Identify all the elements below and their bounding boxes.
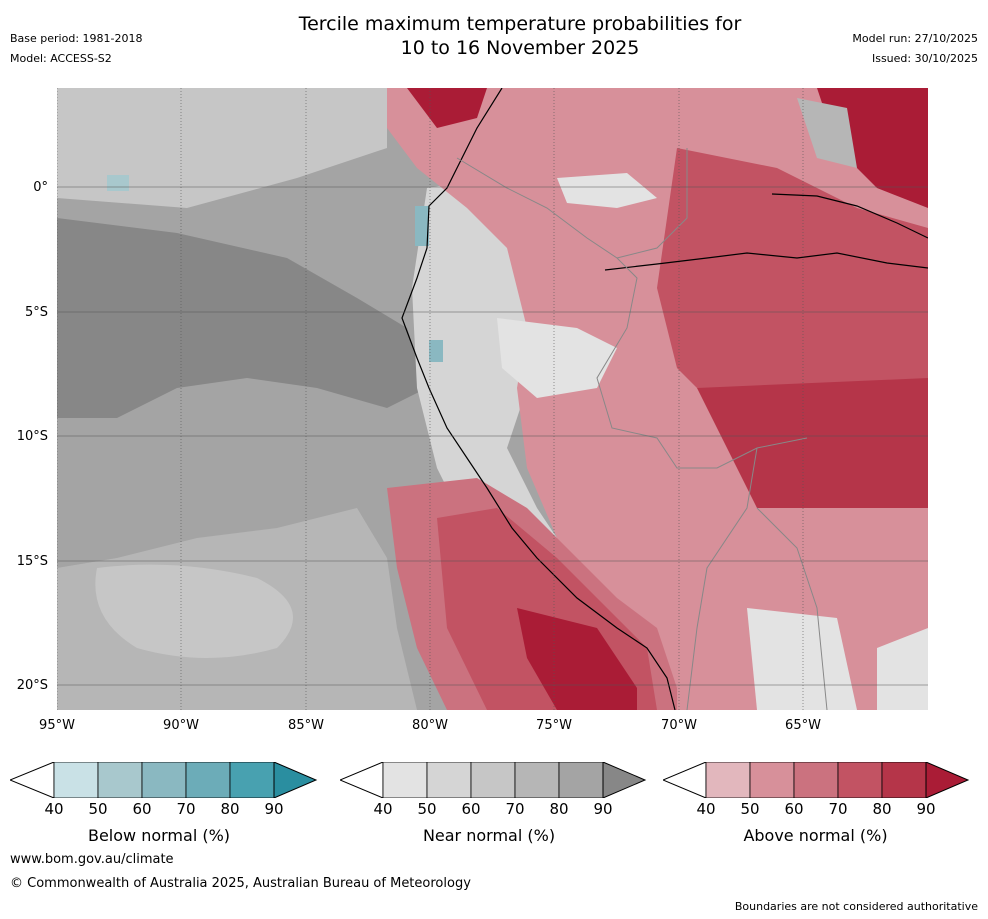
colorbar-below-seg-5 — [229, 762, 275, 798]
colorbar-near-normal — [340, 762, 647, 798]
colorbar-near-extend-left — [340, 762, 384, 798]
colorbar-above-label: Above normal (%) — [743, 826, 888, 845]
lon-tick-65w: 65°W — [785, 718, 821, 733]
cb2-tick-70: 70 — [505, 800, 525, 818]
cb2-tick-80: 80 — [549, 800, 569, 818]
colorbar-below-seg-1 — [53, 762, 99, 798]
above-normal-90-north — [407, 88, 487, 128]
lon-tick-95w: 95°W — [39, 718, 75, 733]
title-line-2: 10 to 16 November 2025 — [400, 37, 640, 59]
near-normal-pocket-far-southeast — [877, 628, 928, 710]
lat-tick-0: 0° — [33, 180, 48, 195]
cb3-tick-40: 40 — [696, 800, 716, 818]
cb3-tick-70: 70 — [828, 800, 848, 818]
base-period-text: Base period: 1981-2018 — [10, 32, 143, 45]
lon-tick-75w: 75°W — [536, 718, 572, 733]
cb3-tick-60: 60 — [784, 800, 804, 818]
graticule — [57, 88, 928, 710]
cb2-tick-60: 60 — [461, 800, 481, 818]
cb3-tick-50: 50 — [740, 800, 760, 818]
colorbar-above-seg-3 — [793, 762, 839, 798]
colorbar-near-seg-4 — [514, 762, 560, 798]
cb2-tick-40: 40 — [373, 800, 393, 818]
ocean-light-grey-north — [57, 88, 387, 208]
above-normal-90-south — [517, 608, 637, 710]
near-normal-pocket-north — [557, 173, 657, 208]
model-run-text: Model run: 27/10/2025 — [852, 32, 978, 45]
coastal-near-normal-strip — [412, 178, 677, 710]
below-normal-patch-galapagos — [107, 175, 129, 191]
colorbar-near-label: Near normal (%) — [422, 826, 556, 845]
probability-map — [57, 88, 928, 710]
colorbar-above-extend-right — [925, 762, 970, 798]
colorbar-below-seg-2 — [97, 762, 143, 798]
near-normal-pocket-southeast — [747, 608, 857, 710]
map-title: Tercile maximum temperature probabilitie… — [0, 12, 988, 60]
lon-tick-85w: 85°W — [288, 718, 324, 733]
colorbar-near-extend-right — [602, 762, 647, 798]
coastline — [401, 88, 676, 710]
disclaimer-text: Boundaries are not considered authoritat… — [734, 900, 978, 913]
cb1-tick-40: 40 — [44, 800, 64, 818]
cb2-tick-90: 90 — [593, 800, 613, 818]
colorbar-near-seg-1 — [382, 762, 428, 798]
amazon-river — [604, 252, 928, 271]
colorbar-below-seg-3 — [141, 762, 187, 798]
colorbar-above-seg-1 — [705, 762, 751, 798]
cb2-tick-50: 50 — [417, 800, 437, 818]
cb3-tick-90: 90 — [916, 800, 936, 818]
lon-tick-80w: 80°W — [412, 718, 448, 733]
colorbar-below-extend-right — [273, 762, 318, 798]
title-line-1: Tercile maximum temperature probabilitie… — [298, 13, 742, 35]
below-normal-patch-peru — [429, 340, 443, 362]
website-link[interactable]: www.bom.gov.au/climate — [10, 852, 174, 867]
cb1-tick-80: 80 — [220, 800, 240, 818]
lon-tick-70w: 70°W — [661, 718, 697, 733]
model-text: Model: ACCESS-S2 — [10, 52, 112, 65]
ocean-light-grey-patch — [95, 564, 293, 658]
copyright-text: © Commonwealth of Australia 2025, Austra… — [10, 876, 471, 891]
lat-tick-20s: 20°S — [16, 678, 48, 693]
colorbar-near-seg-5 — [558, 762, 604, 798]
negro-river — [771, 193, 928, 239]
colorbar-near-seg-3 — [470, 762, 516, 798]
issued-text: Issued: 30/10/2025 — [871, 52, 978, 65]
colorbar-above-seg-4 — [837, 762, 883, 798]
country-borders — [456, 148, 828, 710]
near-normal-pocket-central — [497, 318, 617, 398]
colorbar-below-extend-left — [10, 762, 55, 798]
lat-tick-15s: 15°S — [16, 554, 48, 569]
below-normal-patch-coast — [415, 206, 429, 246]
near-normal-pocket-northeast — [797, 98, 857, 168]
colorbar-below-normal — [10, 762, 318, 798]
above-normal-80-east — [697, 378, 928, 508]
cb1-tick-90: 90 — [264, 800, 284, 818]
cb3-tick-80: 80 — [872, 800, 892, 818]
cb1-tick-70: 70 — [176, 800, 196, 818]
lat-tick-5s: 5°S — [24, 305, 48, 320]
ocean-dark-grey-band — [57, 218, 427, 418]
colorbar-below-seg-4 — [185, 762, 231, 798]
lat-tick-10s: 10°S — [16, 429, 48, 444]
colorbar-above-seg-5 — [881, 762, 927, 798]
colorbar-above-seg-2 — [749, 762, 795, 798]
lon-tick-90w: 90°W — [163, 718, 199, 733]
cb1-tick-60: 60 — [132, 800, 152, 818]
colorbar-above-normal — [663, 762, 970, 798]
cb1-tick-50: 50 — [88, 800, 108, 818]
colorbar-below-label: Below normal (%) — [87, 826, 231, 845]
colorbar-near-seg-2 — [426, 762, 472, 798]
colorbar-above-extend-left — [663, 762, 707, 798]
